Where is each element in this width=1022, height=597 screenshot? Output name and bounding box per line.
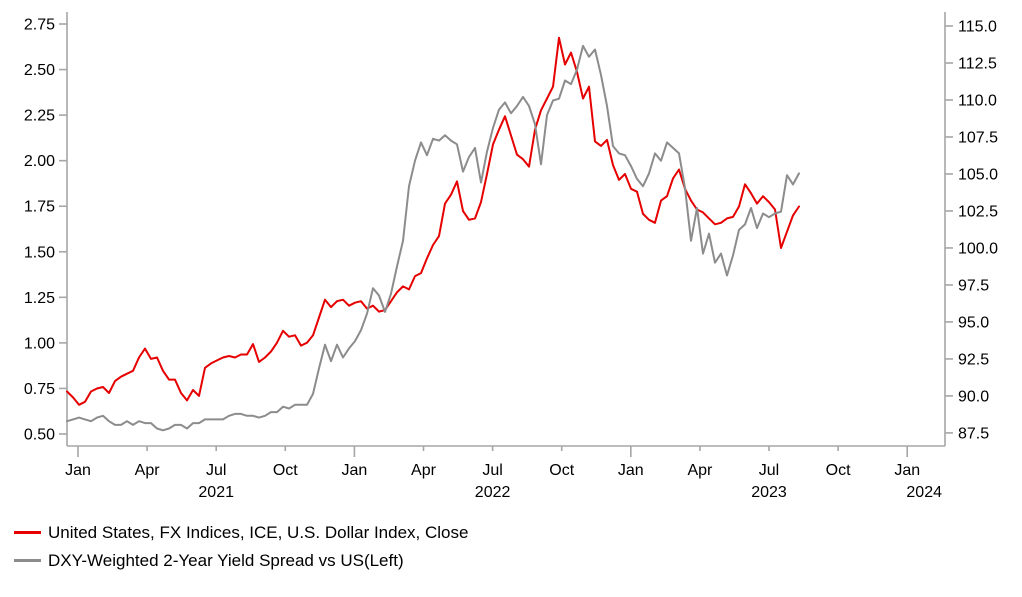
x-axis-year-label: 2024 — [906, 484, 942, 501]
legend-label-dollar-index: United States, FX Indices, ICE, U.S. Dol… — [48, 522, 469, 542]
legend-swatch-dollar-index — [14, 531, 41, 534]
y-axis-left-tick-label: 2.00 — [24, 153, 55, 170]
x-axis-year-label: 2022 — [475, 484, 511, 501]
y-axis-right-tick-label: 110.0 — [958, 92, 997, 109]
y-axis-right-tick-label: 95.0 — [958, 314, 989, 331]
y-axis-right-tick-label: 102.5 — [958, 203, 998, 220]
legend-item-dollar-index: United States, FX Indices, ICE, U.S. Dol… — [14, 522, 468, 543]
legend-label-yield-spread: DXY-Weighted 2-Year Yield Spread vs US(L… — [48, 550, 404, 570]
y-axis-right-tick-label: 115.0 — [958, 18, 997, 35]
dollar-index-series-line — [66, 36, 800, 406]
y-axis-right-tick-label: 90.0 — [958, 388, 989, 405]
x-axis-month-label: Jul — [206, 462, 226, 479]
x-axis-month-label: Apr — [411, 462, 437, 479]
x-axis-month-label: Jul — [482, 462, 502, 479]
x-axis-month-label: Jan — [894, 462, 920, 479]
chart-canvas: 0.50 0.75 1.00 1.25 1.50 1.75 2.00 2.25 2.50 2.75… — [24, 12, 998, 501]
x-axis-month-label: Jan — [65, 462, 91, 479]
legend-item-yield-spread: DXY-Weighted 2-Year Yield Spread vs US(L… — [14, 550, 468, 571]
y-axis-right-tick-label: 97.5 — [958, 277, 989, 294]
yield-spread-series-line — [66, 44, 800, 432]
legend: United States, FX Indices, ICE, U.S. Dol… — [14, 522, 468, 571]
x-axis-month-label: Jan — [342, 462, 368, 479]
x-axis-month-label: Oct — [273, 462, 298, 479]
legend-swatch-yield-spread — [14, 559, 41, 562]
x-axis-month-label: Jul — [759, 462, 779, 479]
y-axis-left-tick-label: 0.50 — [24, 426, 55, 443]
y-axis-left-tick-label: 2.75 — [24, 17, 55, 34]
x-axis-month-label: Jan — [618, 462, 644, 479]
y-axis-left-tick-label: 2.50 — [24, 62, 55, 79]
y-axis-left-tick-label: 0.75 — [24, 381, 55, 398]
y-axis-right-tick-label: 92.5 — [958, 351, 989, 368]
x-axis-month-label: Apr — [687, 462, 713, 479]
x-axis-year-label: 2023 — [751, 484, 787, 501]
x-axis-month-label: Apr — [135, 462, 161, 479]
x-axis-year-label: 2021 — [198, 484, 234, 501]
y-axis-left-tick-label: 2.25 — [24, 108, 55, 125]
y-axis-right-tick-label: 105.0 — [958, 166, 998, 183]
y-axis-left-tick-label: 1.00 — [24, 335, 55, 352]
y-axis-right-tick-label: 87.5 — [958, 425, 989, 442]
y-axis-right-tick-label: 112.5 — [958, 55, 997, 72]
y-axis-left-tick-label: 1.50 — [24, 244, 55, 261]
y-axis-right-tick-label: 107.5 — [958, 129, 998, 146]
y-axis-left-tick-label: 1.25 — [24, 290, 55, 307]
y-axis-right-tick-label: 100.0 — [958, 240, 998, 257]
x-axis-month-label: Oct — [549, 462, 574, 479]
y-axis-left-tick-label: 1.75 — [24, 199, 55, 216]
x-axis-month-label: Oct — [826, 462, 851, 479]
